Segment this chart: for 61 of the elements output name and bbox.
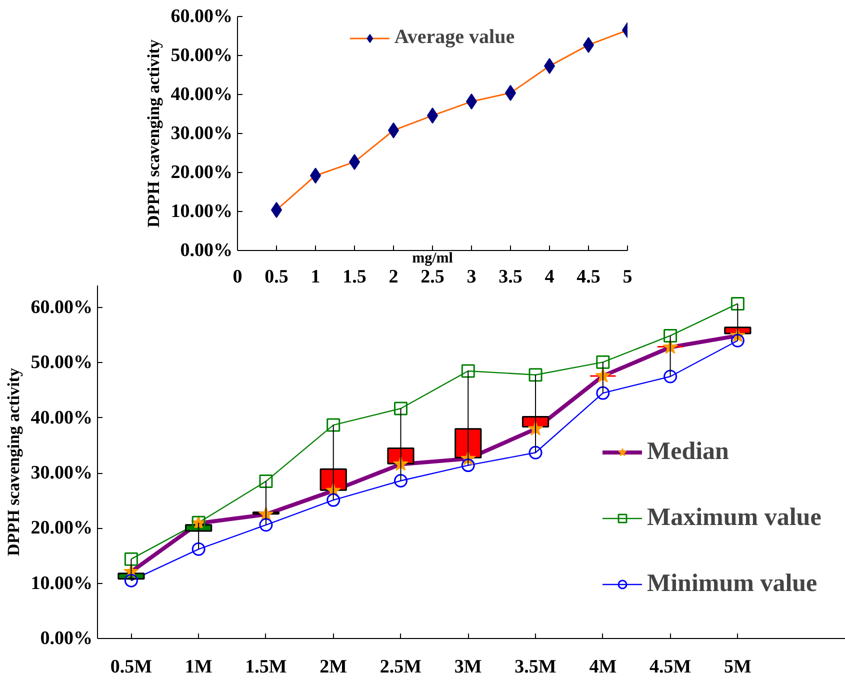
point <box>528 368 542 382</box>
y-tick-label: 10.00% <box>170 201 232 222</box>
x-tick-label: 3M <box>454 656 482 678</box>
y-tick-label: 0.00% <box>180 240 232 261</box>
x-tick-label: 4.5 <box>576 266 600 288</box>
x-tick-label: 0 <box>232 266 242 288</box>
point <box>124 552 138 566</box>
x-tick-label: 2.5M <box>380 656 422 678</box>
point <box>596 386 610 400</box>
point <box>259 518 273 532</box>
y-tick-label: 30.00% <box>170 123 232 144</box>
x-tick-label: 1M <box>184 656 212 678</box>
x-tick-label: 0.5M <box>110 656 152 678</box>
point <box>326 418 340 432</box>
x-tick-label: 2.5 <box>420 266 444 288</box>
x-axis-title: mg/ml <box>412 250 453 266</box>
y-tick-label: 60.00% <box>30 297 92 318</box>
point <box>461 364 475 378</box>
x-tick-label: 4 <box>544 266 555 288</box>
point <box>124 574 138 588</box>
point <box>394 474 408 488</box>
point <box>528 446 542 460</box>
legend-label: Minimum value <box>647 570 818 598</box>
point <box>192 542 206 556</box>
y-axis-title: DPPH scavenging activity <box>144 39 163 228</box>
x-tick-label: 1 <box>310 266 320 288</box>
x-tick-label: 2 <box>388 266 398 288</box>
y-tick-label: 40.00% <box>30 407 92 428</box>
legend-label: Maximum value <box>647 504 822 532</box>
x-tick-label: 3.5 <box>498 266 522 288</box>
y-tick-label: 30.00% <box>30 462 92 484</box>
x-tick-label: 4.5M <box>649 656 692 678</box>
point <box>596 355 610 369</box>
y-tick-label: 50.00% <box>30 352 92 374</box>
point <box>730 296 744 310</box>
y-tick-label: 10.00% <box>30 572 92 594</box>
x-tick-label: 1.5 <box>342 266 366 288</box>
point <box>394 402 408 416</box>
y-tick-label: 60.00% <box>170 6 232 27</box>
y-tick-label: 50.00% <box>170 45 232 66</box>
point <box>326 493 340 507</box>
point <box>664 370 678 384</box>
point <box>730 334 744 348</box>
y-axis-title: DPPH scavenging activity <box>4 368 23 556</box>
x-tick-label: 5M <box>724 656 752 678</box>
x-tick-label: 3 <box>466 266 476 288</box>
x-tick-label: 2M <box>320 656 348 678</box>
x-tick-label: 4M <box>589 656 617 678</box>
y-tick-label: 20.00% <box>170 162 232 183</box>
y-tick-label: 0.00% <box>40 628 92 649</box>
legend-label: Average value <box>394 26 515 49</box>
x-tick-label: 5 <box>622 266 632 288</box>
x-tick-label: 3.5M <box>514 656 556 678</box>
point <box>461 458 475 472</box>
y-tick-label: 20.00% <box>30 518 92 539</box>
y-tick-label: 40.00% <box>170 84 232 105</box>
x-tick-label: 0.5 <box>264 266 288 288</box>
point <box>259 474 273 488</box>
legend-label: Median <box>647 438 729 466</box>
point <box>664 328 678 342</box>
x-tick-label: 1.5M <box>245 656 287 678</box>
